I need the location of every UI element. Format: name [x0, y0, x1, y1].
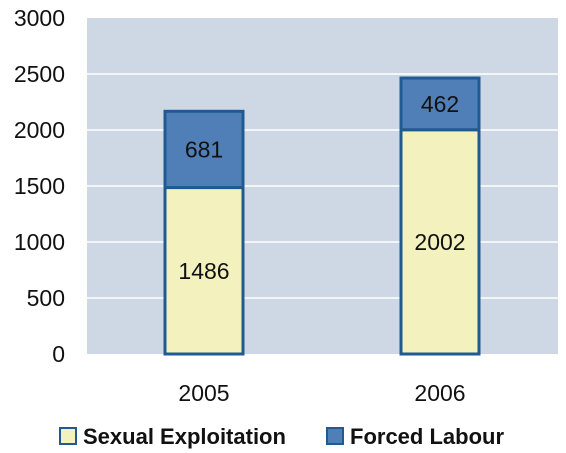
- y-tick-label: 500: [27, 285, 65, 311]
- y-tick-label: 1500: [14, 173, 65, 199]
- y-tick-label: 2000: [14, 117, 65, 143]
- x-tick-label: 2006: [414, 380, 465, 406]
- y-axis-ticks: 0 500 1000 1500 2000 2500 3000: [14, 5, 65, 367]
- legend-label: Sexual Exploitation: [83, 424, 286, 449]
- y-tick-label: 2500: [14, 61, 65, 87]
- bar-segment: [399, 128, 481, 356]
- bar-value-label: 462: [421, 91, 459, 117]
- legend-swatch: [59, 427, 77, 445]
- legend-label: Forced Labour: [350, 424, 504, 449]
- bar-segment: [163, 109, 245, 190]
- bar-value-label: 681: [185, 136, 223, 162]
- y-tick-label: 1000: [14, 229, 65, 255]
- x-axis-ticks: 2005 2006: [178, 380, 465, 406]
- bar-segment: [163, 186, 245, 356]
- bar-value-label: 1486: [178, 258, 229, 284]
- x-tick-label: 2005: [178, 380, 229, 406]
- y-tick-label: 0: [52, 341, 65, 367]
- bars: 1486 681 2002 462: [163, 76, 481, 356]
- bar-segment: [399, 76, 481, 132]
- legend: Sexual Exploitation Forced Labour: [59, 424, 504, 449]
- y-tick-label: 3000: [14, 5, 65, 31]
- bar-value-label: 2002: [414, 229, 465, 255]
- legend-swatch: [326, 427, 344, 445]
